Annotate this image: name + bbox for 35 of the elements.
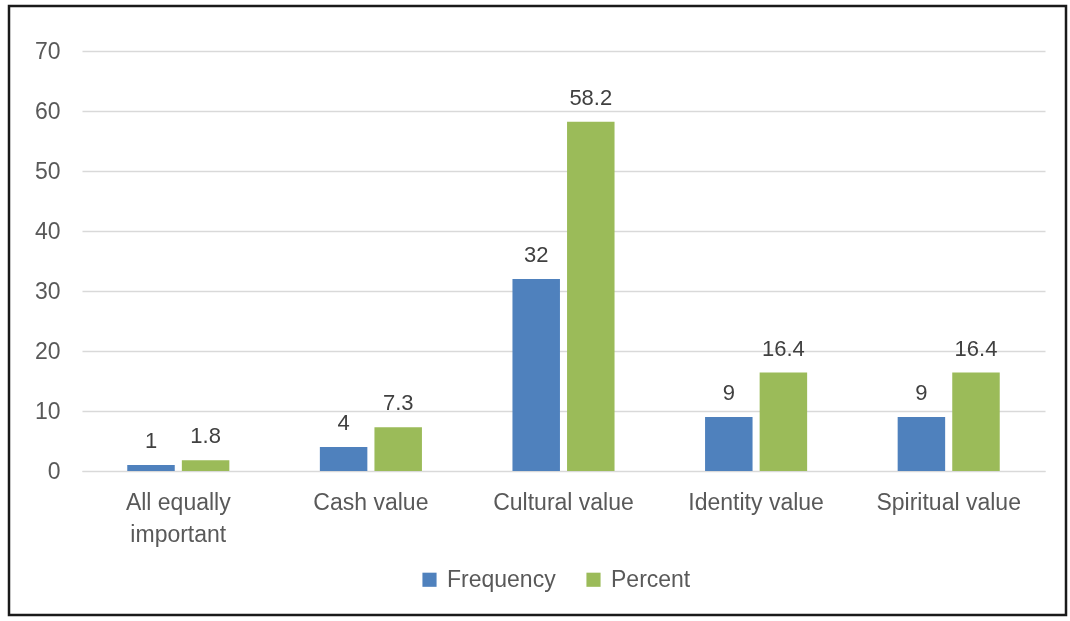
y-tick-label: 10 — [34, 397, 61, 424]
y-tick-label: 70 — [34, 37, 61, 64]
data-label: 16.4 — [761, 335, 805, 361]
bar — [512, 279, 560, 471]
data-label: 9 — [722, 380, 735, 405]
y-tick-label: 0 — [47, 457, 61, 484]
bar — [127, 465, 175, 471]
data-label: 32 — [523, 242, 549, 267]
data-label: 1.8 — [190, 423, 221, 449]
legend-label: Percent — [611, 565, 691, 592]
bar — [952, 372, 1000, 471]
bar — [705, 417, 753, 471]
data-label: 7.3 — [382, 390, 414, 416]
bar — [567, 121, 615, 471]
y-tick-label: 60 — [34, 97, 61, 124]
data-label: 58.2 — [569, 84, 613, 110]
legend-label: Frequency — [447, 565, 557, 592]
data-label: 1 — [144, 428, 158, 453]
y-tick-label: 20 — [34, 337, 61, 364]
bar — [181, 460, 230, 471]
data-label: 4 — [337, 410, 350, 435]
x-tick-label: Cultural value — [493, 488, 634, 515]
x-tick-label: Identity value — [688, 488, 824, 515]
y-tick-label: 30 — [34, 277, 61, 304]
x-tick-label: All equally important — [125, 488, 232, 547]
x-tick-label: Cash value — [313, 488, 429, 515]
y-tick-label: 50 — [34, 157, 61, 184]
bar — [374, 427, 422, 471]
bar — [759, 372, 808, 471]
y-tick-label: 40 — [34, 217, 61, 244]
bar — [897, 417, 946, 471]
x-tick-label: Spiritual value — [876, 488, 1021, 515]
bar — [319, 447, 368, 471]
data-label: 9 — [915, 380, 928, 405]
data-label: 16.4 — [954, 335, 998, 361]
